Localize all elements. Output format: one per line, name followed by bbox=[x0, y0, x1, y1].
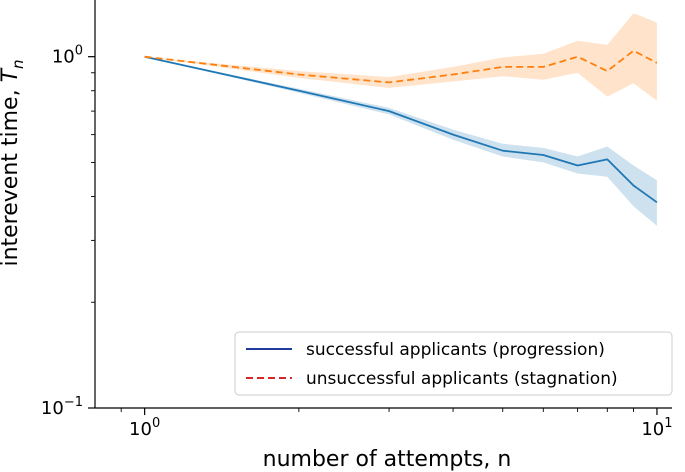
series-line-successful bbox=[144, 55, 658, 204]
y-axis-label-symbol: T bbox=[0, 67, 23, 82]
x-tick-label: 101 bbox=[641, 416, 672, 440]
y-axis-label: interevent time, Tn bbox=[0, 59, 27, 266]
y-tick-label: 100 bbox=[52, 44, 83, 68]
legend-label-successful: successful applicants (progression) bbox=[306, 340, 605, 360]
x-axis-label: number of attempts, n bbox=[263, 447, 512, 472]
legend-label-unsuccessful: unsuccessful applicants (stagnation) bbox=[306, 369, 618, 389]
legend: successful applicants (progression) unsu… bbox=[234, 331, 673, 396]
confidence-band-unsuccessful bbox=[144, 13, 657, 101]
series-line-unsuccessful bbox=[144, 49, 658, 84]
legend-box bbox=[234, 331, 673, 396]
y-axis-label-main: interevent time, bbox=[0, 82, 23, 266]
confidence-bands bbox=[144, 13, 657, 226]
x-tick-label: 100 bbox=[129, 416, 160, 440]
y-tick-label: 10−1 bbox=[41, 395, 83, 419]
plot-area: 100 101 10−1 100 bbox=[41, 0, 673, 440]
axis-ticks: 100 101 10−1 100 bbox=[41, 44, 673, 440]
y-axis-label-subscript: n bbox=[9, 59, 27, 69]
series-lines bbox=[144, 49, 658, 204]
